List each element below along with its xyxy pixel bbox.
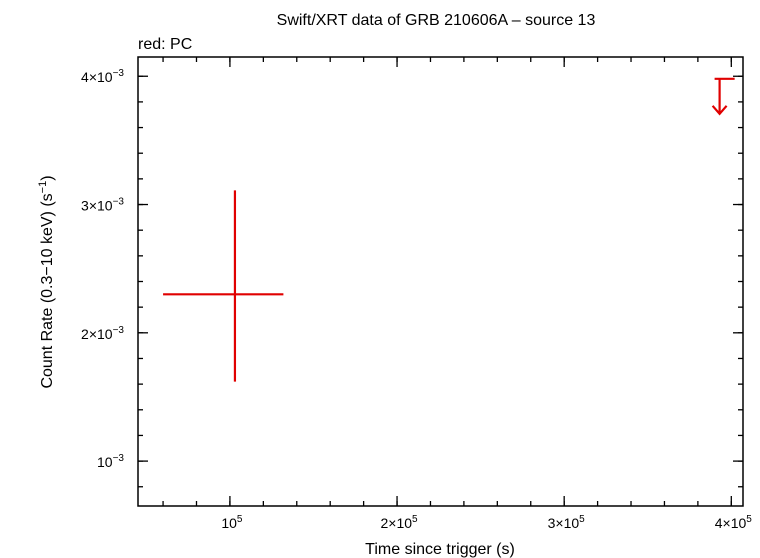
y-tick-label-exponent: −3	[113, 453, 125, 464]
x-tick-label-exponent: 5	[746, 514, 752, 525]
y-axis-label-main: Count Rate (0.3−10 keV) (s	[39, 193, 56, 388]
data-marks	[163, 77, 735, 382]
y-axis-label-sup: −1	[37, 181, 49, 194]
y-tick-label-mantissa: 2×10	[81, 326, 113, 342]
x-tick-label-mantissa: 3×10	[548, 515, 580, 531]
x-tick-label-mantissa: 4×10	[715, 515, 747, 531]
y-axis-label: Count Rate (0.3−10 keV) (s−1)	[37, 175, 56, 388]
x-tick-label-exponent: 5	[237, 514, 243, 525]
y-tick-label-exponent: −3	[113, 197, 125, 208]
y-tick-label-exponent: −3	[113, 325, 125, 336]
y-tick-label: 4×10−3	[81, 68, 124, 85]
y-tick-label-mantissa: 10	[97, 454, 113, 470]
axis-ticks	[138, 57, 743, 506]
x-tick-label: 3×105	[548, 514, 586, 531]
y-tick-label: 2×10−3	[81, 325, 124, 342]
x-tick-label-mantissa: 2×10	[380, 515, 412, 531]
x-tick-label: 105	[221, 514, 243, 531]
x-axis-label: Time since trigger (s)	[365, 541, 515, 558]
chart-title: Swift/XRT data of GRB 210606A – source 1…	[277, 12, 596, 29]
x-tick-label: 2×105	[380, 514, 418, 531]
y-tick-label-mantissa: 4×10	[81, 69, 113, 85]
x-tick-label-exponent: 5	[412, 514, 418, 525]
y-axis-label-end: )	[39, 175, 56, 180]
y-tick-label-mantissa: 3×10	[81, 198, 113, 214]
x-tick-label-exponent: 5	[579, 514, 585, 525]
y-tick-label-exponent: −3	[113, 68, 125, 79]
upper-limit-arrowhead	[711, 105, 728, 116]
y-tick-label: 10−3	[97, 453, 124, 470]
plot-frame	[137, 56, 744, 507]
legend-text: red: PC	[138, 36, 192, 53]
y-tick-label: 3×10−3	[81, 197, 124, 214]
x-tick-label: 4×105	[715, 514, 753, 531]
x-tick-label-mantissa: 10	[221, 515, 237, 531]
